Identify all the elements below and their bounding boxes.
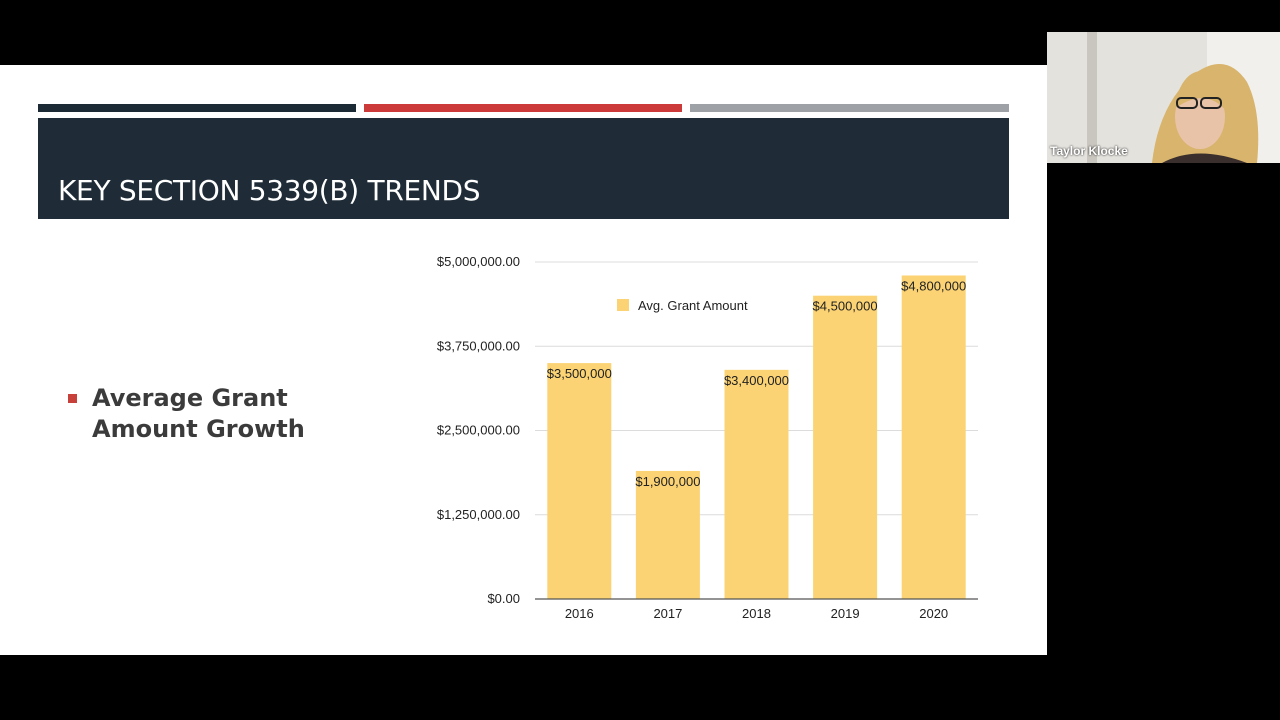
x-tick-label: 2017: [653, 606, 682, 621]
y-tick-label: $3,750,000.00: [437, 338, 520, 353]
data-label: $3,400,000: [724, 373, 789, 388]
accent-bar-red: [364, 104, 682, 112]
title-band: KEY SECTION 5339(B) TRENDS: [38, 118, 1009, 219]
y-tick-label: $2,500,000.00: [437, 423, 520, 438]
data-label: $4,800,000: [901, 278, 966, 293]
data-label: $3,500,000: [547, 366, 612, 381]
accent-bar-dark: [38, 104, 356, 112]
slide-title: KEY SECTION 5339(B) TRENDS: [58, 174, 481, 207]
x-tick-label: 2016: [565, 606, 594, 621]
bar: [901, 275, 966, 599]
legend-swatch: [617, 299, 629, 311]
x-tick-label: 2018: [742, 606, 771, 621]
y-tick-label: $0.00: [487, 591, 520, 606]
bar: [547, 363, 612, 599]
bullet-marker: [68, 394, 77, 403]
bar: [724, 369, 789, 599]
x-tick-label: 2020: [919, 606, 948, 621]
data-label: $4,500,000: [813, 299, 878, 314]
accent-bar-gray: [690, 104, 1009, 112]
bar-chart: $0.00 $1,250,000.00 $2,500,000.00 $3,750,00…: [437, 254, 978, 621]
data-label: $1,900,000: [635, 474, 700, 489]
bar: [635, 470, 700, 599]
y-tick-label: $5,000,000.00: [437, 254, 520, 269]
webcam-tile: Taylor Klocke: [1047, 32, 1280, 163]
slide: KEY SECTION 5339(B) TRENDS Average Grant…: [0, 65, 1047, 655]
bullet-text: Average Grant Amount Growth: [92, 384, 305, 443]
webcam-video: [1047, 32, 1280, 163]
x-tick-label: 2019: [831, 606, 860, 621]
y-tick-label: $1,250,000.00: [437, 507, 520, 522]
legend-label: Avg. Grant Amount: [638, 298, 748, 313]
bar: [813, 295, 878, 599]
participant-name: Taylor Klocke: [1050, 144, 1128, 158]
